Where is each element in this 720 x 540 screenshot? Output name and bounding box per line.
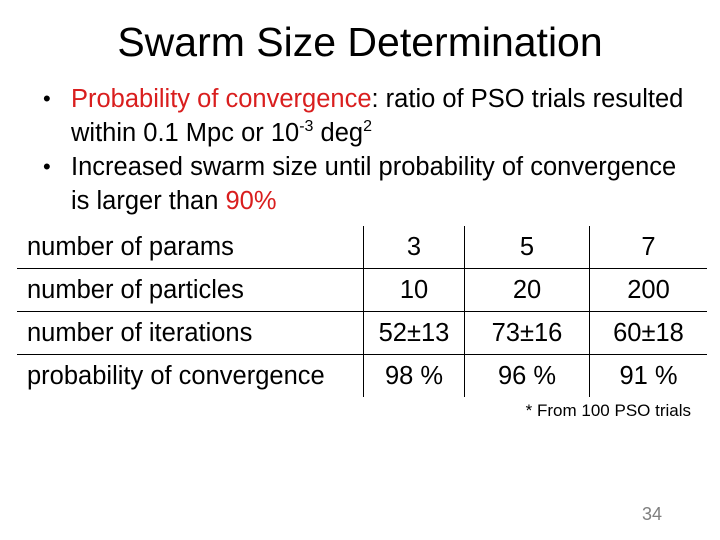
bullet-text: : ratio of PSO trials resulted within 0.… bbox=[71, 85, 684, 147]
row-label: number of params bbox=[17, 226, 363, 268]
bullet-text: Increased swarm size until probability o… bbox=[71, 153, 677, 215]
bullet-icon: • bbox=[43, 86, 51, 111]
results-table: number of params 3 5 7 number of particl… bbox=[17, 226, 707, 397]
table-cell: 98 % bbox=[364, 355, 464, 397]
bullet-icon: • bbox=[43, 154, 51, 179]
bullet-item-swarm-size: • Increased swarm size until probability… bbox=[40, 150, 700, 218]
table-cell: 60±18 bbox=[590, 312, 707, 354]
bullet-text: deg bbox=[313, 119, 364, 147]
term-highlight: Probability of convergence bbox=[71, 85, 372, 113]
exponent: -3 bbox=[299, 118, 314, 135]
bullet-list: • Probability of convergence: ratio of P… bbox=[40, 82, 700, 218]
exponent: 2 bbox=[363, 118, 372, 135]
table-cell: 10 bbox=[364, 269, 464, 311]
slide-title: Swarm Size Determination bbox=[117, 19, 603, 65]
table-row: number of params 3 5 7 bbox=[17, 226, 707, 268]
row-label: number of iterations bbox=[17, 312, 363, 354]
table-cell: 96 % bbox=[465, 355, 589, 397]
page-number: 34 bbox=[641, 504, 663, 524]
bullet-item-probability: • Probability of convergence: ratio of P… bbox=[40, 82, 700, 150]
row-label: probability of convergence bbox=[17, 355, 363, 397]
value-highlight: 90% bbox=[225, 187, 277, 215]
table-row: number of particles 10 20 200 bbox=[17, 269, 707, 311]
table-cell: 5 bbox=[465, 226, 589, 268]
table-cell: 20 bbox=[465, 269, 589, 311]
table-cell: 200 bbox=[590, 269, 707, 311]
table-cell: 3 bbox=[364, 226, 464, 268]
footnote: * From 100 PSO trials bbox=[525, 401, 691, 420]
table-row: probability of convergence 98 % 96 % 91 … bbox=[17, 355, 707, 397]
table-cell: 7 bbox=[590, 226, 707, 268]
table-cell: 91 % bbox=[590, 355, 707, 397]
table-cell: 73±16 bbox=[465, 312, 589, 354]
table-row: number of iterations 52±13 73±16 60±18 bbox=[17, 312, 707, 354]
table-cell: 52±13 bbox=[364, 312, 464, 354]
row-label: number of particles bbox=[17, 269, 363, 311]
